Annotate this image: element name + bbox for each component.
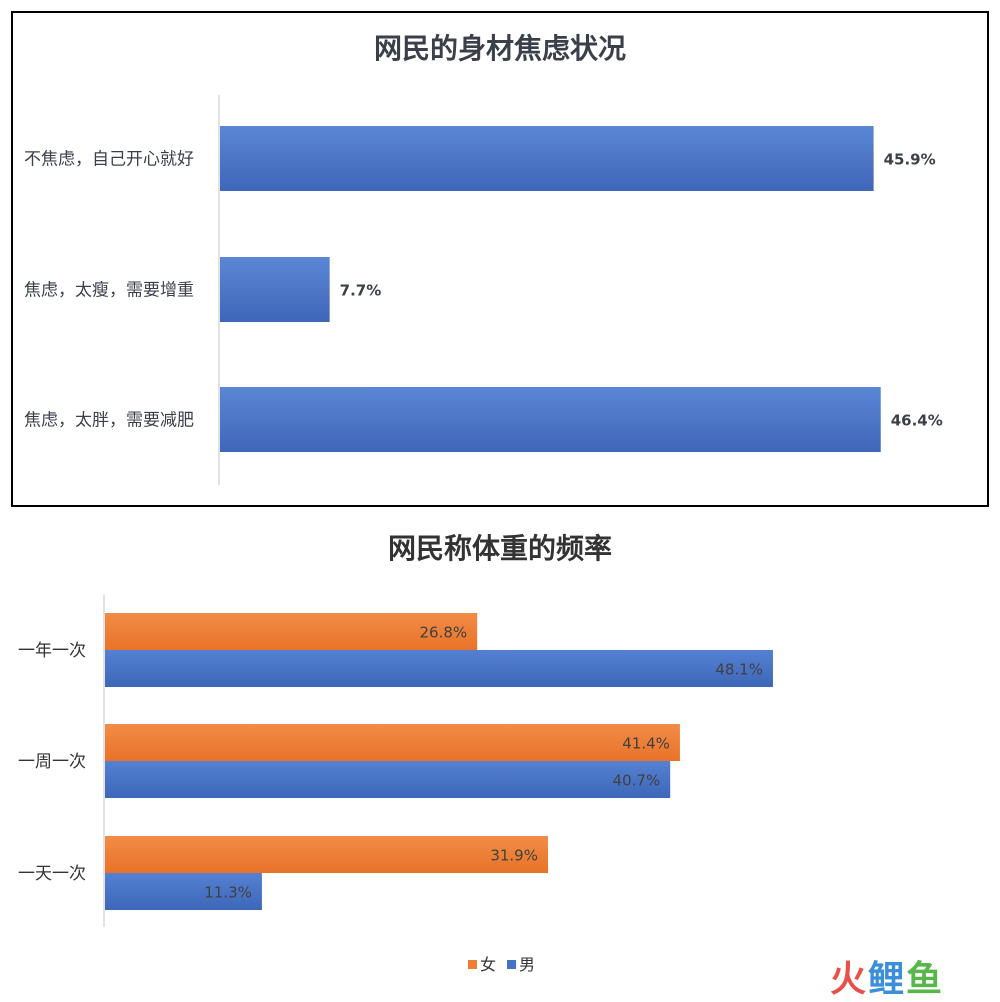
chart1: 网民的身材焦虑状况 不焦虑，自己开心就好焦虑，太瘦，需要增重焦虑，太胖，需要减肥… bbox=[11, 11, 989, 507]
chart2-bars bbox=[105, 613, 773, 910]
chart2-legend: 女 男 bbox=[468, 955, 535, 974]
value-label-c2-s0-2: 31.9% bbox=[490, 847, 538, 865]
chart1-title: 网民的身材焦虑状况 bbox=[374, 32, 626, 65]
value-label-c1-0: 45.9% bbox=[884, 151, 936, 169]
logo-char-2: 鲤 bbox=[868, 959, 907, 1000]
logo-char-3: 鱼 bbox=[906, 959, 945, 1000]
value-label-c1-2: 46.4% bbox=[891, 412, 943, 430]
value-label-c2-s1-1: 40.7% bbox=[613, 772, 661, 790]
bar-c2-s1-1 bbox=[105, 761, 671, 798]
category-label-c2-2: 一天一次 bbox=[18, 864, 86, 884]
value-label-c2-s1-0: 48.1% bbox=[715, 661, 763, 679]
logo-char-1: 火 bbox=[830, 959, 869, 1000]
value-label-c2-s0-1: 41.4% bbox=[622, 735, 670, 753]
category-label-c1-1: 焦虑，太瘦，需要增重 bbox=[24, 281, 194, 301]
chart2-value-labels: 26.8% 48.1% 41.4% 40.7% 31.9% 11.3% bbox=[204, 624, 763, 902]
chart1-bars bbox=[220, 126, 881, 452]
chart1-value-labels: 45.9% 7.7% 46.4% bbox=[340, 151, 943, 430]
bar-c1-2 bbox=[220, 387, 881, 452]
legend-swatch-male bbox=[507, 960, 516, 969]
category-label-c1-2: 焦虑，太胖，需要减肥 bbox=[24, 411, 194, 431]
chart2-title: 网民称体重的频率 bbox=[388, 532, 612, 565]
bar-c2-s0-1 bbox=[105, 724, 680, 761]
bar-c1-0 bbox=[220, 126, 874, 191]
bar-c2-s0-0 bbox=[105, 613, 478, 650]
legend-label-female: 女 bbox=[480, 955, 496, 974]
legend-label-male: 男 bbox=[519, 955, 535, 974]
bar-c2-s0-2 bbox=[105, 836, 548, 873]
value-label-c2-s0-0: 26.8% bbox=[420, 624, 468, 642]
watermark-logo: 火鲤鱼 bbox=[830, 950, 944, 1002]
value-label-c2-s1-2: 11.3% bbox=[204, 884, 252, 902]
category-label-c2-0: 一年一次 bbox=[18, 641, 86, 661]
category-label-c1-0: 不焦虑，自己开心就好 bbox=[24, 150, 194, 170]
category-label-c2-1: 一周一次 bbox=[18, 752, 86, 772]
legend-swatch-female bbox=[468, 960, 477, 969]
bar-c1-1 bbox=[220, 257, 330, 322]
bar-c2-s1-0 bbox=[105, 650, 773, 687]
value-label-c1-1: 7.7% bbox=[340, 282, 382, 300]
bar-c2-s1-2 bbox=[105, 873, 262, 910]
